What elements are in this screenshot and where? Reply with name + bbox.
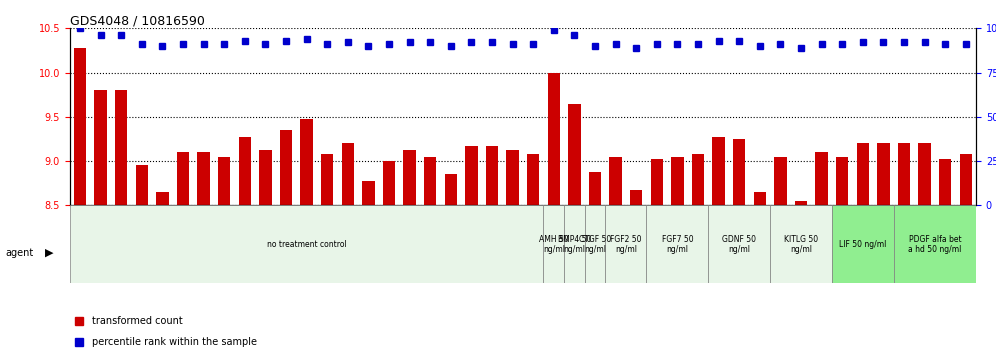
Bar [239,137,251,205]
Bar [857,143,869,205]
Text: percentile rank within the sample: percentile rank within the sample [93,337,257,347]
Text: no treatment control: no treatment control [267,240,347,249]
Text: transformed count: transformed count [93,316,183,326]
FancyBboxPatch shape [606,205,646,283]
Bar [650,159,663,205]
Bar [836,156,849,205]
Bar [342,143,354,205]
Bar [589,172,602,205]
Bar [403,149,415,205]
Bar [321,154,334,205]
Text: PDGF alfa bet
a hd 50 ng/ml: PDGF alfa bet a hd 50 ng/ml [908,235,961,254]
Bar [301,119,313,205]
Bar [444,174,457,205]
FancyBboxPatch shape [70,205,544,283]
Text: AMH 50
ng/ml: AMH 50 ng/ml [539,235,569,254]
Bar [712,137,725,205]
Bar [754,192,766,205]
Bar [692,154,704,205]
Bar [74,48,87,205]
FancyBboxPatch shape [544,205,564,283]
Bar [897,143,910,205]
Bar [774,156,787,205]
Bar [116,90,127,205]
Text: agent: agent [5,248,33,258]
Bar [156,192,168,205]
Bar [465,146,478,205]
Text: CTGF 50
ng/ml: CTGF 50 ng/ml [579,235,612,254]
FancyBboxPatch shape [832,205,893,283]
Text: GDNF 50
ng/ml: GDNF 50 ng/ml [722,235,756,254]
FancyBboxPatch shape [893,205,976,283]
Text: LIF 50 ng/ml: LIF 50 ng/ml [839,240,886,249]
Text: GDS4048 / 10816590: GDS4048 / 10816590 [70,14,204,27]
Bar [197,152,210,205]
Bar [548,73,560,205]
Text: ▶: ▶ [45,248,54,258]
Bar [918,143,931,205]
FancyBboxPatch shape [770,205,832,283]
Bar [671,156,683,205]
Bar [280,130,292,205]
Text: KITLG 50
ng/ml: KITLG 50 ng/ml [784,235,818,254]
FancyBboxPatch shape [585,205,606,283]
Bar [424,156,436,205]
Bar [939,159,951,205]
Bar [506,149,519,205]
Bar [177,152,189,205]
FancyBboxPatch shape [646,205,708,283]
Bar [486,146,498,205]
Bar [527,154,540,205]
Text: FGF2 50
ng/ml: FGF2 50 ng/ml [611,235,641,254]
Bar [382,161,395,205]
Text: FGF7 50
ng/ml: FGF7 50 ng/ml [661,235,693,254]
Text: BMP4 50
ng/ml: BMP4 50 ng/ml [558,235,591,254]
FancyBboxPatch shape [708,205,770,283]
Bar [795,201,807,205]
Bar [259,149,272,205]
Bar [733,139,745,205]
Bar [610,156,622,205]
Bar [218,156,230,205]
Bar [363,181,374,205]
Bar [95,90,107,205]
Bar [568,103,581,205]
Bar [816,152,828,205]
Bar [135,166,148,205]
Bar [959,154,972,205]
Bar [630,190,642,205]
FancyBboxPatch shape [564,205,585,283]
Bar [877,143,889,205]
